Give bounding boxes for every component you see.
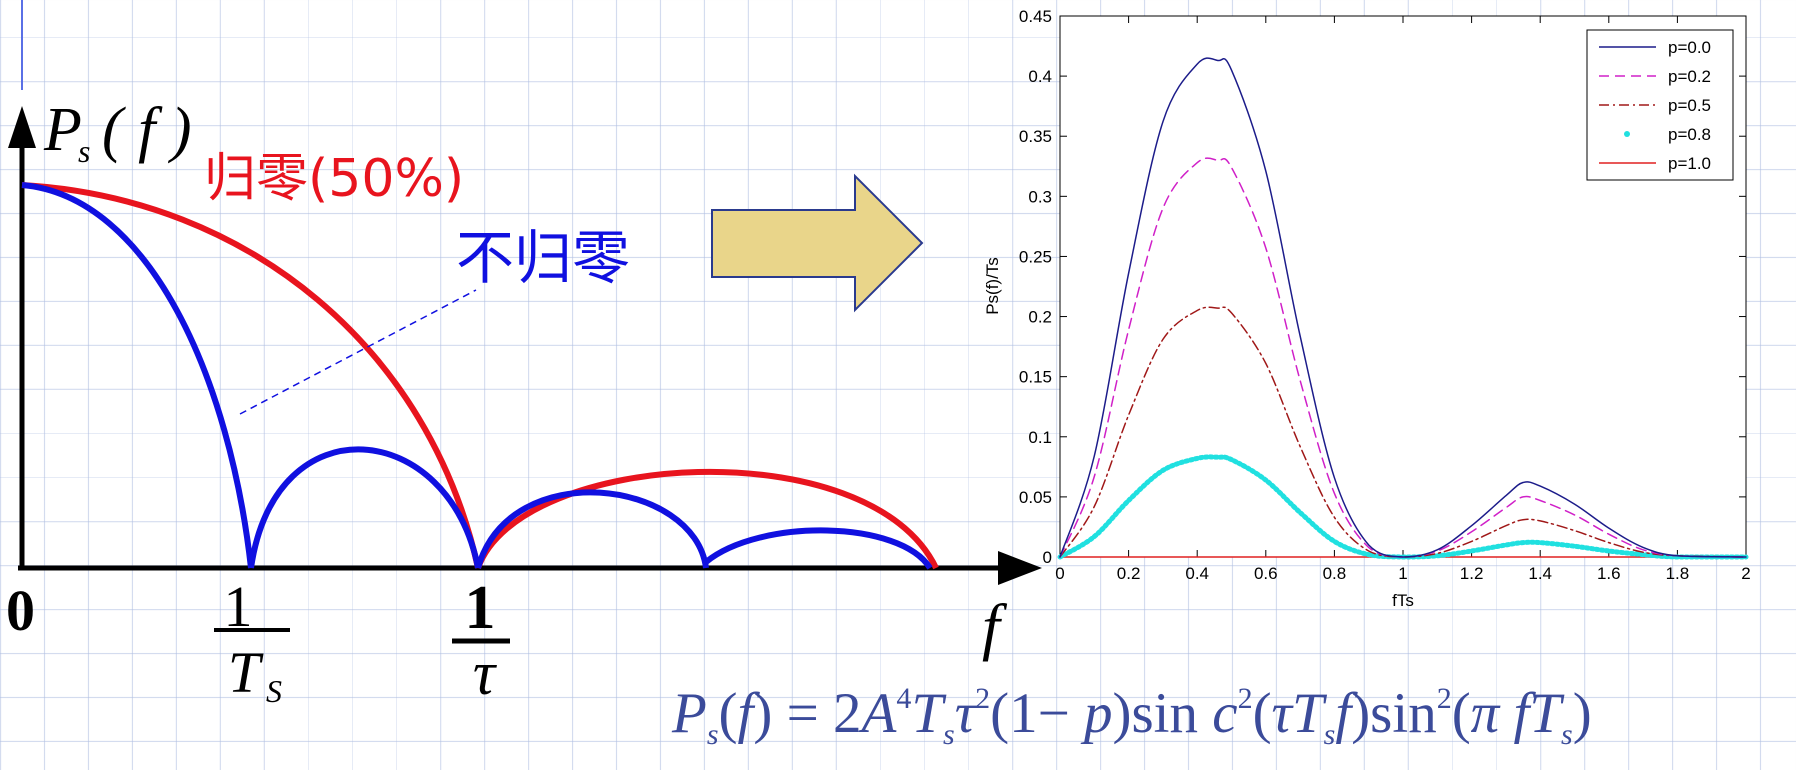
y-axis-label-arg: ( f ) [102,96,192,164]
x-ticks: 0 0.2 0.4 0.6 0.8 1 1.2 1.4 1.6 1.8 2 [1055,16,1751,583]
y-tick-label: 0.45 [1019,7,1052,26]
y-axis-label: Ps(f)/Ts [983,257,1002,315]
legend-label: p=0.0 [1668,38,1711,57]
x-tick-label: 0 [1055,564,1064,583]
nrz-leader-line [239,289,477,415]
x-axis-label: f [982,591,1008,662]
x-tick-label: 1.6 [1597,564,1621,583]
x-tick-label: 0.8 [1323,564,1347,583]
x-tick-label: 0.2 [1117,564,1141,583]
legend-box [1586,29,1734,181]
x-tick-label: 1 [1398,564,1407,583]
psd-formula: Ps(f) = 2A4Tsτ2(1− p)sin c2(τTsf)sin2(π … [672,682,1592,751]
tick-1-over-tau-numerator: 1 [465,574,496,642]
x-tick-label: 0.4 [1185,564,1209,583]
origin-label: 0 [6,578,35,643]
tick-1-over-tau-denominator: τ [473,640,498,708]
legend-marker [1624,131,1630,137]
nrz-side-lobe-2 [475,489,709,569]
nrz-main-lobe [21,182,254,569]
x-axis-label: fTs [1392,591,1414,610]
rz-label: 归零(50%) [204,149,464,209]
tick-1-over-ts-denominator-sub: S [266,673,282,709]
nrz-side-lobe-3 [704,527,933,570]
y-tick-label: 0.35 [1019,127,1052,146]
tick-1-over-ts-denominator: T [228,640,264,705]
y-tick-label: 0.15 [1019,368,1052,387]
sketch-x-arrowhead [998,551,1042,585]
x-tick-label: 0.6 [1254,564,1278,583]
y-ticks: 0 0.05 0.1 0.15 0.2 0.25 0.3 0.35 0.4 0.45 [1019,7,1746,567]
y-tick-label: 0.1 [1028,428,1052,447]
y-tick-label: 0 [1043,548,1052,567]
scene: P s ( f ) 0 f 1 T S 1 τ 归零(50%) 不归零 0 0.0… [6,0,1751,709]
matlab-figure: 0 0.05 0.1 0.15 0.2 0.25 0.3 0.35 0.4 0.45 0 0.2 0.… [983,7,1751,610]
nrz-side-lobe-1 [248,446,481,569]
legend: p=0.0 p=0.2 p=0.5 p=0.8 p=1.0 [1586,29,1734,181]
series-layer [1057,57,1749,560]
series-line-p=0.0 [1059,57,1747,558]
rz-side-lobe [475,468,939,570]
sketch-y-arrowhead [8,106,36,148]
series-line-p=0.2 [1059,157,1747,558]
nrz-label: 不归零 [456,224,630,292]
y-tick-label: 0.2 [1028,308,1052,327]
y-tick-label: 0.3 [1028,187,1052,206]
x-tick-label: 1.8 [1666,564,1690,583]
y-axis-label-main: P [43,96,82,164]
x-tick-label: 2 [1741,564,1750,583]
x-tick-label: 1.4 [1528,564,1552,583]
transition-arrow-icon [711,173,924,313]
legend-label: p=0.8 [1668,125,1711,144]
y-tick-label: 0.4 [1028,67,1052,86]
x-tick-label: 1.2 [1460,564,1484,583]
legend-label: p=1.0 [1668,154,1711,173]
series-line-p=0.5 [1059,306,1747,558]
y-tick-label: 0.25 [1019,247,1052,266]
rz-main-lobe [21,182,481,569]
legend-label: p=0.5 [1668,96,1711,115]
legend-label: p=0.2 [1668,67,1711,86]
y-tick-label: 0.05 [1019,488,1052,507]
y-axis-label-sub: s [78,133,90,169]
psd-sketch: P s ( f ) 0 f 1 T S 1 τ 归零(50%) 不归零 [6,96,1042,709]
